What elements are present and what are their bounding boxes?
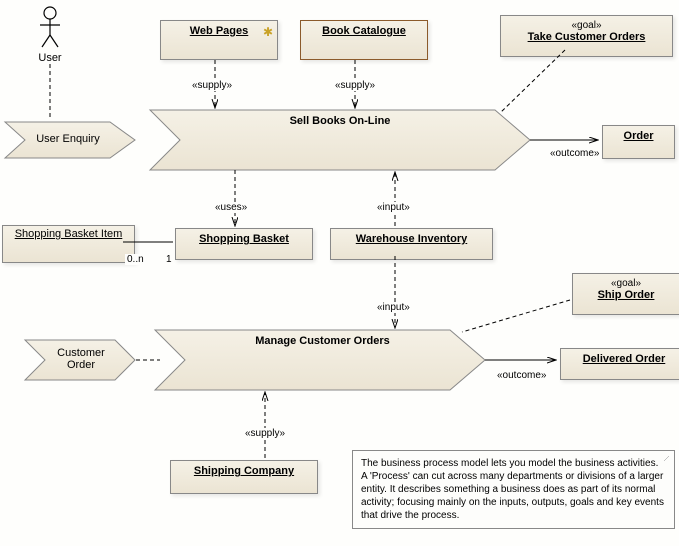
title: Take Customer Orders: [528, 31, 646, 43]
edge-label-outcome2: «outcome»: [495, 370, 548, 381]
edge-label-supply1: «supply»: [190, 80, 234, 91]
node-web-pages: Web Pages ✱: [160, 20, 278, 60]
mult-left: 0..n: [125, 254, 146, 265]
stereotype: «goal»: [509, 20, 664, 31]
edge-label-supply2: «supply»: [333, 80, 377, 91]
node-shopping-basket: Shopping Basket: [175, 228, 313, 260]
node-customer-order: Customer Order: [45, 347, 117, 371]
node-goal-take-orders: «goal» Take Customer Orders: [500, 15, 673, 57]
node-warehouse-inventory: Warehouse Inventory: [330, 228, 493, 260]
edge-label-input1: «input»: [375, 202, 412, 213]
title: Sell Books On-Line: [290, 115, 391, 127]
note-text: The business process model lets you mode…: [361, 458, 664, 521]
node-manage-orders: Manage Customer Orders: [185, 335, 460, 347]
title: Book Catalogue: [322, 25, 406, 37]
gear-icon: ✱: [263, 25, 273, 39]
title: Order: [624, 130, 654, 142]
title: Shopping Basket Item: [15, 228, 123, 240]
title: Shopping Basket: [199, 233, 289, 245]
title: Manage Customer Orders: [255, 335, 389, 347]
node-shipping-company: Shipping Company: [170, 460, 318, 494]
title: Warehouse Inventory: [356, 233, 467, 245]
edge-label-outcome1: «outcome»: [548, 148, 601, 159]
node-delivered-order: Delivered Order: [560, 348, 679, 380]
title: Web Pages: [190, 25, 249, 37]
note-box: The business process model lets you mode…: [352, 450, 675, 529]
title: User Enquiry: [36, 133, 100, 145]
node-book-catalogue: Book Catalogue: [300, 20, 428, 60]
stereotype: «goal»: [581, 278, 671, 289]
title: Customer Order: [57, 347, 105, 371]
edge-label-input2: «input»: [375, 302, 412, 313]
mult-right: 1: [164, 254, 174, 265]
actor-label: User: [35, 52, 65, 64]
diagram-canvas: User Web Pages ✱ Book Catalogue «goal» T…: [0, 0, 679, 546]
node-shopping-basket-item: Shopping Basket Item: [2, 225, 135, 263]
node-order: Order: [602, 125, 675, 159]
actor-user: User: [35, 5, 65, 64]
title: Ship Order: [598, 289, 655, 301]
title: Shipping Company: [194, 465, 294, 477]
title: Delivered Order: [583, 353, 666, 365]
node-goal-ship-order: «goal» Ship Order: [572, 273, 679, 315]
edge-label-uses: «uses»: [213, 202, 249, 213]
node-user-enquiry: User Enquiry: [28, 133, 108, 145]
edge-label-supply3: «supply»: [243, 428, 287, 439]
node-sell-books: Sell Books On-Line: [180, 115, 500, 127]
